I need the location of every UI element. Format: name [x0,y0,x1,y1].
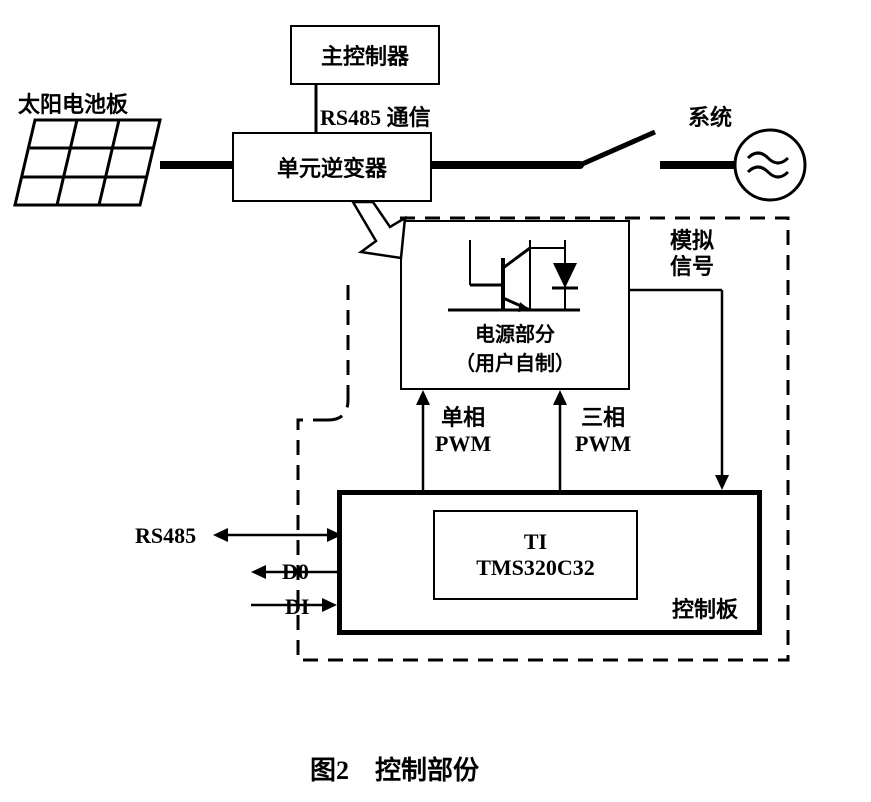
rs485-arrow [213,528,342,542]
switch-icon [576,132,735,169]
three-pwm-arrow [553,390,567,490]
igbt-icon [448,240,580,312]
dashed-detail-box [298,218,788,660]
block-arrow-icon [353,202,405,258]
solar-panel-icon [15,120,160,205]
system-icon [735,130,805,200]
analog-signal-line [630,290,729,490]
diagram-svg [0,0,871,802]
single-pwm-arrow [416,390,430,490]
d0-arrow [251,565,337,579]
di-arrow [251,598,337,612]
